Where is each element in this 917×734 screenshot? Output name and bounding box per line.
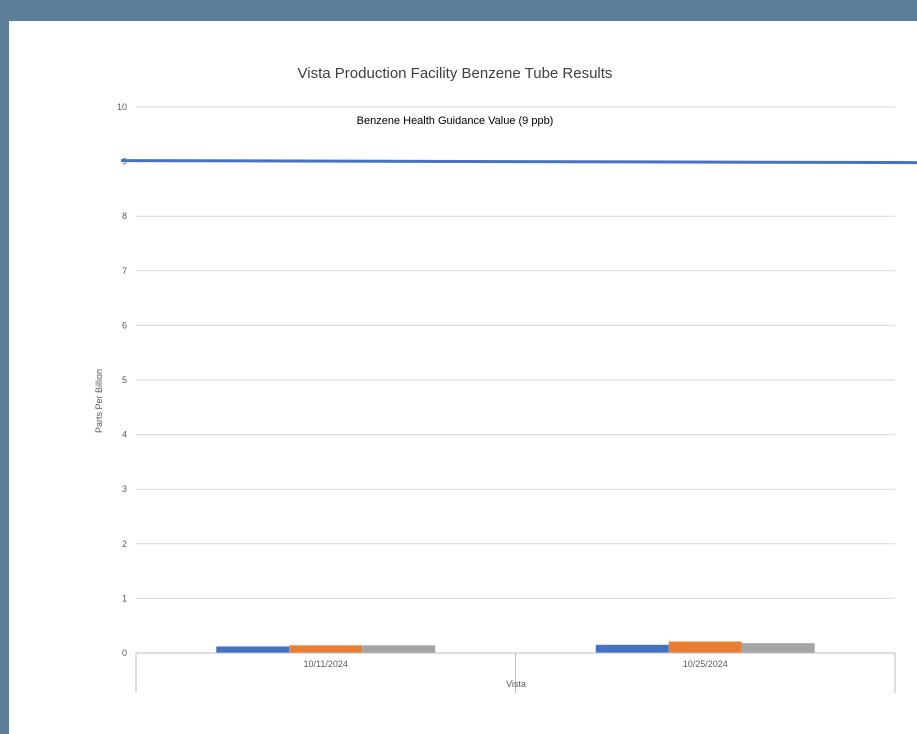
reference-line-label: Benzene Health Guidance Value (9 ppb): [357, 115, 554, 127]
reference-line-group: Benzene Health Guidance Value (9 ppb): [120, 115, 917, 165]
y-tick-label: 3: [122, 484, 127, 494]
y-tick-label: 5: [122, 375, 127, 385]
reference-line: [120, 159, 917, 165]
bar: [216, 646, 290, 653]
bar: [362, 645, 436, 653]
benzene-bar-chart: Vista Production Facility Benzene Tube R…: [94, 65, 917, 693]
y-tick-label: 2: [122, 539, 127, 549]
x-tick-label: 10/25/2024: [683, 659, 728, 669]
chart-card: Vista Production Facility Benzene Tube R…: [9, 21, 917, 734]
y-tick-label: 0: [122, 648, 127, 658]
bar: [668, 641, 742, 653]
y-tick-label: 6: [122, 320, 127, 330]
y-tick-label: 8: [122, 211, 127, 221]
bar: [289, 645, 363, 653]
x-axis-label: Vista: [506, 679, 526, 689]
x-tick-label: 10/11/2024: [304, 659, 348, 669]
bar: [741, 643, 815, 653]
y-tick-label: 1: [122, 593, 127, 603]
bars: [216, 641, 815, 653]
bar: [595, 644, 669, 653]
y-tick-label: 10: [117, 102, 127, 112]
y-axis-ticks: 012345678910: [117, 102, 127, 658]
x-axis: 10/11/2024 10/25/2024: [135, 652, 896, 693]
chart-title: Vista Production Facility Benzene Tube R…: [298, 65, 613, 82]
y-tick-label: 4: [122, 430, 127, 440]
y-tick-label: 7: [122, 266, 127, 276]
gridlines: [136, 106, 895, 599]
y-axis-label: Parts Per Billion: [94, 369, 104, 433]
